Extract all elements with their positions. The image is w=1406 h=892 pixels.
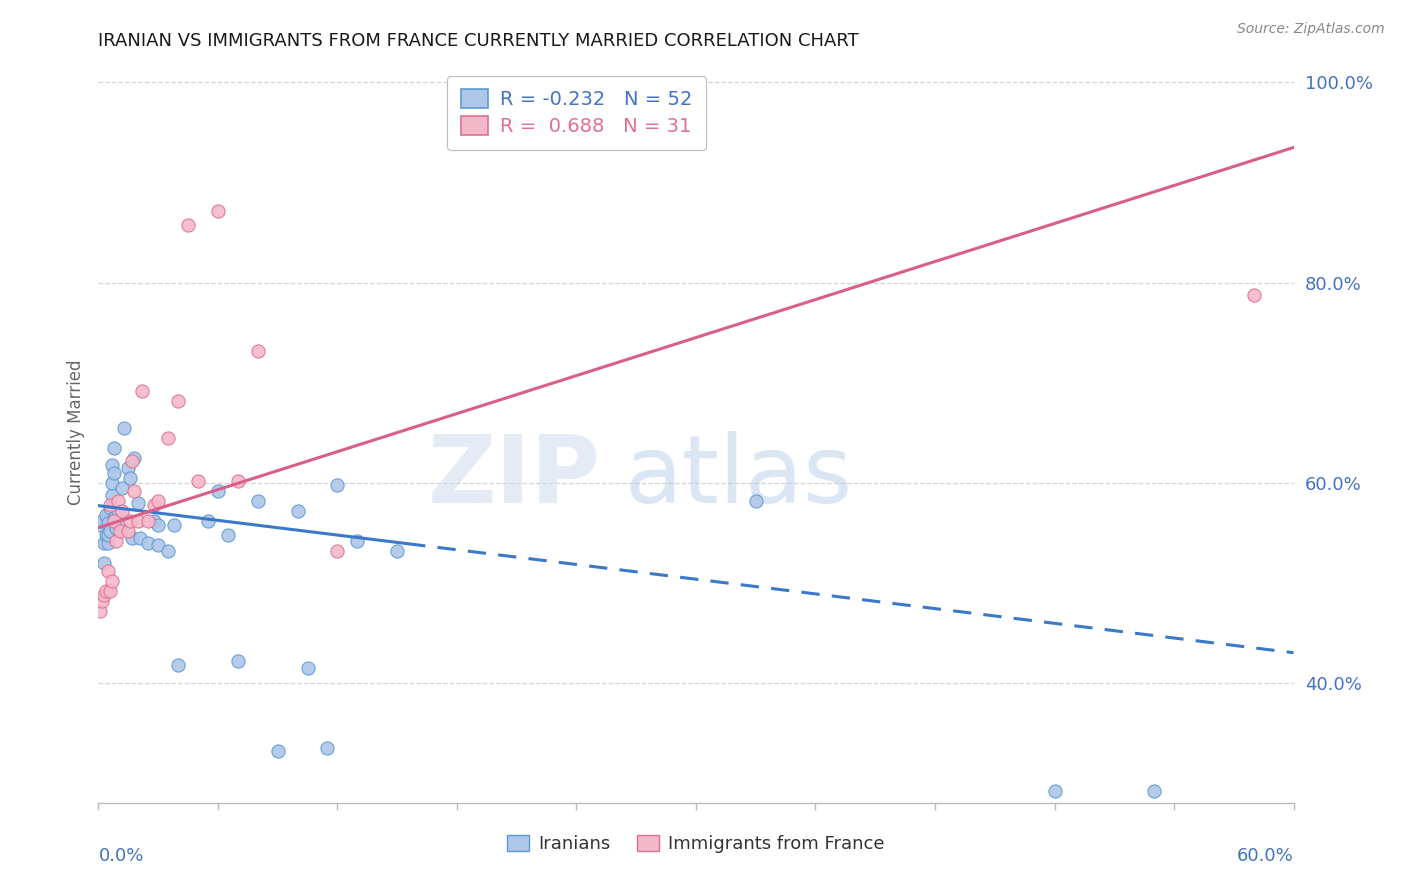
Point [316, 740, 339, 755]
Point [167, 657, 190, 672]
Legend: Iranians, Immigrants from France: Iranians, Immigrants from France [501, 828, 891, 861]
Point [124, 483, 146, 498]
Point [217, 527, 239, 541]
Point [110, 524, 132, 538]
Point [105, 508, 128, 522]
Point [326, 477, 349, 491]
Point [129, 531, 152, 545]
Point [107, 503, 129, 517]
Point [246, 343, 269, 358]
Point [346, 533, 368, 548]
Point [97, 527, 120, 541]
Point [124, 450, 146, 465]
Point [117, 460, 139, 475]
Point [207, 483, 229, 498]
Point [103, 466, 125, 480]
Point [105, 533, 128, 548]
Point [107, 493, 129, 508]
Point [93, 535, 115, 549]
Point [111, 481, 134, 495]
Point [89, 517, 111, 532]
Point [136, 514, 159, 528]
Point [96, 583, 118, 598]
Point [121, 531, 143, 545]
Point [101, 458, 124, 472]
Y-axis label: Currently Married: Currently Married [66, 359, 84, 506]
Point [163, 517, 186, 532]
Point [117, 524, 139, 538]
Point [157, 543, 180, 558]
Point [98, 583, 122, 598]
Text: IRANIAN VS IMMIGRANTS FROM FRANCE CURRENTLY MARRIED CORRELATION CHART: IRANIAN VS IMMIGRANTS FROM FRANCE CURREN… [98, 32, 859, 50]
Point [101, 488, 124, 502]
Point [246, 493, 269, 508]
Point [101, 574, 124, 588]
Text: 60.0%: 60.0% [1237, 847, 1294, 865]
Text: 0.0%: 0.0% [98, 847, 143, 865]
Text: Source: ZipAtlas.com: Source: ZipAtlas.com [1237, 22, 1385, 37]
Point [326, 543, 349, 558]
Point [101, 475, 124, 490]
Point [97, 535, 120, 549]
Point [127, 496, 149, 510]
Point [177, 218, 200, 232]
Point [107, 516, 129, 530]
Point [121, 453, 143, 467]
Point [136, 535, 159, 549]
Point [197, 514, 219, 528]
Point [187, 474, 209, 488]
Point [1143, 784, 1166, 798]
Point [89, 604, 111, 618]
Point [120, 514, 142, 528]
Text: atlas: atlas [624, 431, 852, 523]
Point [297, 661, 319, 675]
Point [287, 503, 309, 517]
Point [143, 514, 166, 528]
Point [207, 203, 229, 218]
Point [98, 500, 122, 515]
Point [103, 441, 125, 455]
Point [103, 510, 125, 524]
Point [1243, 287, 1265, 301]
Text: ZIP: ZIP [427, 431, 600, 523]
Point [167, 393, 190, 408]
Point [93, 588, 115, 602]
Point [98, 498, 122, 512]
Point [112, 420, 135, 434]
Point [127, 514, 149, 528]
Point [148, 538, 170, 552]
Point [96, 508, 118, 522]
Point [148, 493, 170, 508]
Point [226, 474, 249, 488]
Point [111, 503, 134, 517]
Point [665, 804, 688, 818]
Point [120, 470, 142, 484]
Point [385, 543, 409, 558]
Point [103, 514, 125, 528]
Point [97, 516, 120, 530]
Point [91, 593, 114, 607]
Point [226, 654, 249, 668]
Point [93, 556, 115, 570]
Point [267, 744, 290, 758]
Point [91, 514, 114, 528]
Point [97, 564, 120, 578]
Point [1043, 784, 1066, 798]
Point [131, 384, 153, 398]
Point [98, 524, 122, 538]
Point [745, 493, 768, 508]
Point [105, 521, 128, 535]
Point [96, 527, 118, 541]
Point [157, 431, 180, 445]
Point [143, 498, 166, 512]
Point [148, 517, 170, 532]
